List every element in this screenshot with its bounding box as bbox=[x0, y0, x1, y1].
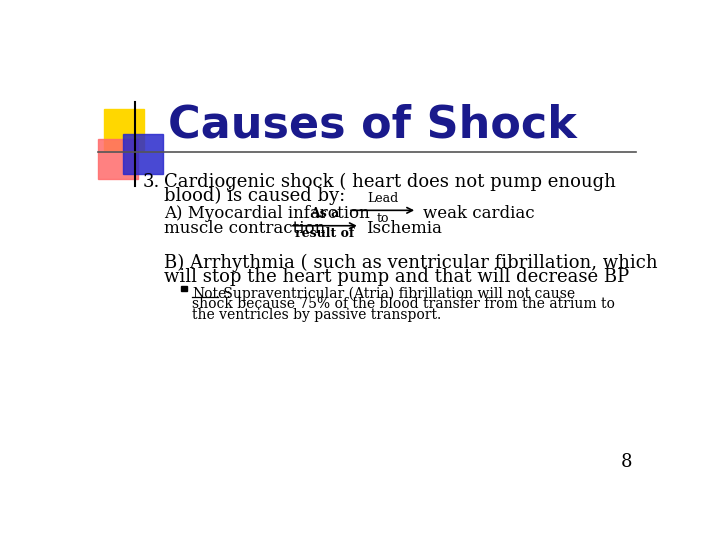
Text: Cardiogenic shock ( heart does not pump enough: Cardiogenic shock ( heart does not pump … bbox=[163, 173, 616, 191]
Bar bbox=[98, 139, 138, 179]
Text: Ischemia: Ischemia bbox=[366, 220, 442, 238]
Text: Note:: Note: bbox=[192, 287, 231, 301]
Text: As a: As a bbox=[310, 207, 339, 220]
Text: the ventricles by passive transport.: the ventricles by passive transport. bbox=[192, 308, 441, 322]
Text: Supraventricular (Atria) fibrillation will not cause: Supraventricular (Atria) fibrillation wi… bbox=[219, 287, 575, 301]
Bar bbox=[181, 286, 187, 291]
Text: muscle contraction: muscle contraction bbox=[163, 220, 325, 238]
Text: A) Myocardial infarction: A) Myocardial infarction bbox=[163, 205, 369, 222]
Text: will stop the heart pump and that will decrease BP: will stop the heart pump and that will d… bbox=[163, 268, 629, 286]
Text: Lead: Lead bbox=[367, 192, 398, 205]
Text: shock because 75% of the blood transfer from the atrium to: shock because 75% of the blood transfer … bbox=[192, 298, 615, 312]
Text: weak cardiac: weak cardiac bbox=[423, 205, 535, 222]
Text: 3.: 3. bbox=[143, 173, 160, 191]
Bar bbox=[122, 134, 163, 174]
Text: to: to bbox=[377, 212, 389, 225]
Bar bbox=[104, 110, 144, 150]
Text: Causes of Shock: Causes of Shock bbox=[168, 103, 577, 146]
Text: B) Arrhythmia ( such as ventricular fibrillation, which: B) Arrhythmia ( such as ventricular fibr… bbox=[163, 253, 657, 272]
Text: 8: 8 bbox=[621, 454, 632, 471]
Text: result of: result of bbox=[295, 227, 354, 240]
Text: blood) is caused by:: blood) is caused by: bbox=[163, 186, 345, 205]
